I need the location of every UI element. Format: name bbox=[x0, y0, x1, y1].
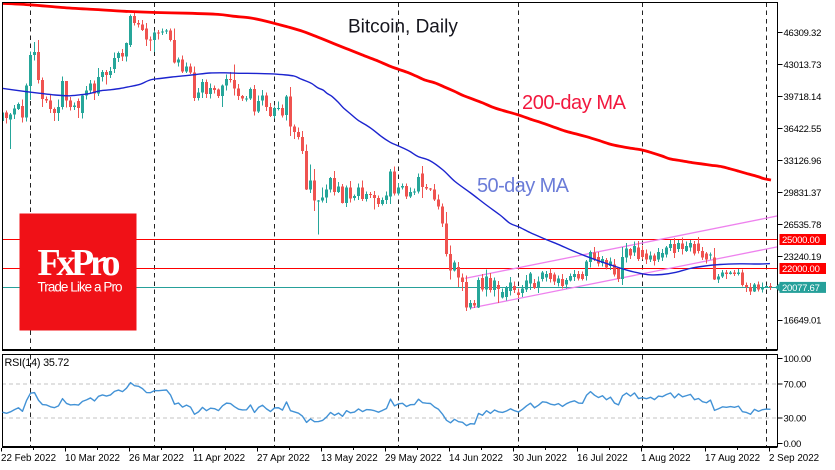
svg-text:17 Aug 2022: 17 Aug 2022 bbox=[705, 453, 760, 464]
svg-text:29 May 2022: 29 May 2022 bbox=[385, 453, 442, 464]
svg-text:11 Apr 2022: 11 Apr 2022 bbox=[193, 453, 245, 464]
svg-text:RSI(14) 35.72: RSI(14) 35.72 bbox=[5, 357, 70, 369]
svg-text:20077.67: 20077.67 bbox=[782, 283, 820, 294]
svg-text:36422.55: 36422.55 bbox=[784, 124, 822, 135]
svg-text:100.00: 100.00 bbox=[784, 354, 812, 365]
svg-text:0.00: 0.00 bbox=[784, 439, 802, 450]
svg-text:Bitcoin, Daily: Bitcoin, Daily bbox=[348, 17, 458, 38]
svg-text:13 May 2022: 13 May 2022 bbox=[321, 453, 378, 464]
svg-text:25000.00: 25000.00 bbox=[782, 235, 820, 246]
svg-text:2 Sep 2022: 2 Sep 2022 bbox=[769, 453, 819, 464]
svg-text:200-day MA: 200-day MA bbox=[522, 92, 627, 114]
svg-text:27 Apr 2022: 27 Apr 2022 bbox=[257, 453, 310, 464]
svg-text:16649.01: 16649.01 bbox=[784, 316, 822, 327]
svg-text:39718.14: 39718.14 bbox=[784, 92, 822, 103]
svg-text:FxPro: FxPro bbox=[38, 242, 121, 284]
svg-text:33126.96: 33126.96 bbox=[784, 156, 822, 167]
svg-text:43013.73: 43013.73 bbox=[784, 60, 822, 71]
svg-text:26535.78: 26535.78 bbox=[784, 220, 822, 231]
svg-text:70.00: 70.00 bbox=[784, 379, 807, 390]
svg-text:23240.19: 23240.19 bbox=[784, 252, 822, 263]
svg-text:29831.37: 29831.37 bbox=[784, 188, 822, 199]
svg-text:30.00: 30.00 bbox=[784, 413, 807, 424]
svg-text:46309.32: 46309.32 bbox=[784, 28, 822, 39]
svg-text:Trade Like a Pro: Trade Like a Pro bbox=[38, 280, 123, 295]
svg-text:1 Aug 2022: 1 Aug 2022 bbox=[641, 453, 691, 464]
svg-text:14 Jun 2022: 14 Jun 2022 bbox=[449, 453, 503, 464]
svg-text:26 Mar 2022: 26 Mar 2022 bbox=[129, 453, 184, 464]
svg-text:16 Jul 2022: 16 Jul 2022 bbox=[577, 453, 628, 464]
svg-text:22000.00: 22000.00 bbox=[782, 264, 820, 275]
svg-text:22 Feb 2022: 22 Feb 2022 bbox=[1, 453, 56, 464]
svg-text:10 Mar 2022: 10 Mar 2022 bbox=[65, 453, 120, 464]
svg-text:50-day MA: 50-day MA bbox=[477, 175, 570, 197]
svg-text:30 Jun 2022: 30 Jun 2022 bbox=[513, 453, 567, 464]
